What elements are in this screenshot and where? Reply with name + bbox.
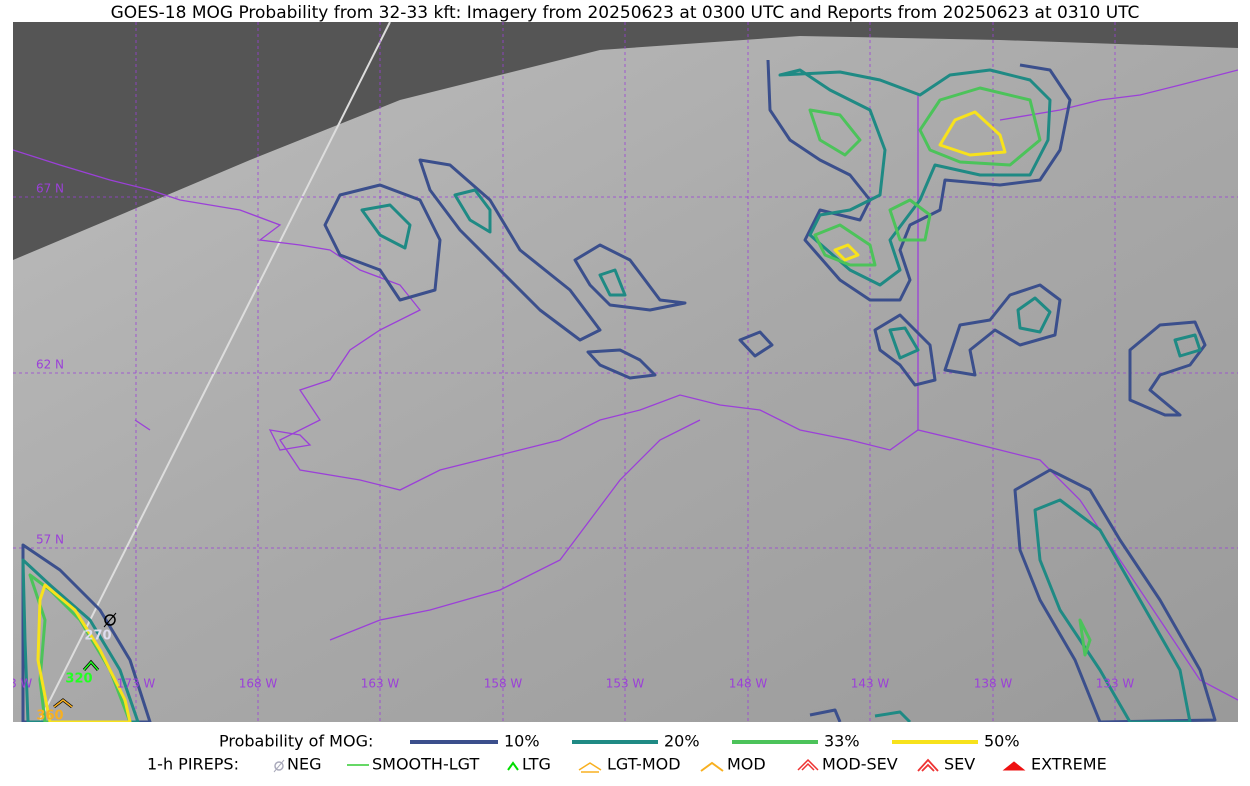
geo-labels: 67 N 62 N 57 N 178 W 173 W 168 W 163 W 1… [0, 182, 1135, 691]
legend-label: 50% [984, 732, 1020, 751]
legend-label: SMOOTH-LGT [372, 755, 479, 774]
swath-edge [39, 22, 391, 721]
longitude-label: 173 W [117, 677, 156, 691]
legend-label: MOD [727, 755, 766, 774]
legend-label: 20% [664, 732, 700, 751]
legend-label: 33% [824, 732, 860, 751]
coastline [13, 69, 1238, 701]
pirep-reports: 270 320 360 [36, 612, 117, 724]
latitude-label: 57 N [36, 533, 64, 547]
latitude-label: 67 N [36, 182, 64, 196]
longitude-label: 158 W [484, 677, 523, 691]
graticule [13, 22, 1238, 722]
contours [21, 59, 1217, 722]
longitude-label: 178 W [0, 677, 32, 691]
longitude-label: 148 W [729, 677, 768, 691]
no-data-area [13, 22, 1238, 260]
longitude-label: 143 W [851, 677, 890, 691]
legend-title: 1-h PIREPS: [147, 755, 239, 774]
map: 67 N 62 N 57 N 178 W 173 W 168 W 163 W 1… [0, 22, 1238, 724]
legend-label: MOD-SEV [822, 755, 898, 774]
legend-label: 10% [504, 732, 540, 751]
report-altitude: 360 [36, 709, 63, 724]
longitude-label: 138 W [974, 677, 1013, 691]
legend-label: LGT-MOD [607, 755, 681, 774]
report-altitude: 320 [65, 672, 92, 687]
legend: Probability of MOG: 10% 20% 33% 50% 1-h … [147, 732, 1107, 774]
longitude-label: 153 W [606, 677, 645, 691]
legend-title: Probability of MOG: [219, 732, 373, 751]
legend-label: EXTREME [1031, 755, 1107, 774]
longitude-label: 163 W [361, 677, 400, 691]
latitude-label: 62 N [36, 358, 64, 372]
legend-label: NEG [287, 755, 321, 774]
longitude-label: 168 W [239, 677, 278, 691]
pirep-symbols [273, 758, 1026, 773]
longitude-label: 133 W [1096, 677, 1135, 691]
title: GOES-18 MOG Probability from 32-33 kft: … [111, 3, 1140, 23]
legend-label: SEV [944, 755, 975, 774]
legend-label: LTG [522, 755, 551, 774]
report-altitude: 270 [84, 629, 111, 644]
